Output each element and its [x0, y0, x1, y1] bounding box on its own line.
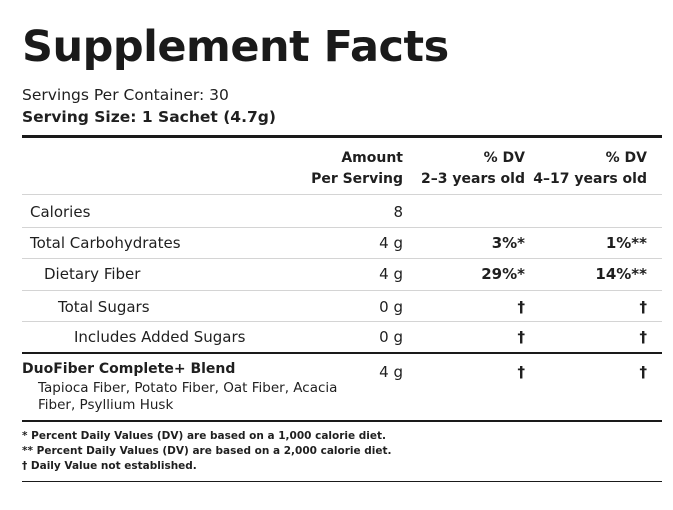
row-divider	[22, 258, 662, 259]
nutrient-amount: 4 g	[379, 265, 403, 283]
nutrient-amount: 0 g	[379, 328, 403, 346]
footnote-thick-rule	[22, 420, 662, 422]
bottom-rule	[22, 481, 662, 482]
supplement-facts-panel: Supplement Facts Servings Per Container:…	[22, 0, 662, 510]
nutrient-label: Total Carbohydrates	[30, 234, 181, 252]
dv-2-3-header: % DV 2–3 years old	[421, 150, 525, 187]
nutrient-dv-4-17: †	[639, 328, 648, 346]
nutrient-label: Total Sugars	[58, 298, 150, 316]
row-divider	[22, 227, 662, 228]
nutrient-dv-2-3: †	[517, 328, 526, 346]
amount-header: Amount Per Serving	[311, 150, 403, 187]
blend-ingredients: Tapioca Fiber, Potato Fiber, Oat Fiber, …	[38, 380, 338, 413]
nutrient-dv-2-3: †	[517, 298, 526, 316]
nutrient-amount: 0 g	[379, 298, 403, 316]
blend-dv-2-3: †	[517, 363, 526, 381]
panel-title: Supplement Facts	[22, 22, 449, 72]
nutrient-dv-2-3: 29%*	[481, 265, 525, 283]
serving-size: Serving Size: 1 Sachet (4.7g)	[22, 108, 276, 126]
blend-name: DuoFiber Complete+ Blend	[22, 361, 236, 377]
row-divider	[22, 290, 662, 291]
nutrient-label: Includes Added Sugars	[74, 328, 246, 346]
nutrient-amount: 8	[393, 203, 403, 221]
blend-thick-rule	[22, 352, 662, 354]
footnote-single-asterisk: * Percent Daily Values (DV) are based on…	[22, 430, 387, 442]
nutrient-dv-4-17: 1%**	[605, 234, 647, 252]
dv-4-17-header: % DV 4–17 years old	[533, 150, 647, 187]
top-thick-rule	[22, 135, 662, 138]
nutrient-dv-4-17: †	[639, 298, 648, 316]
row-divider	[22, 321, 662, 322]
header-divider	[22, 194, 662, 195]
footnote-double-asterisk: ** Percent Daily Values (DV) are based o…	[22, 445, 392, 457]
blend-amount: 4 g	[379, 363, 403, 381]
nutrient-amount: 4 g	[379, 234, 403, 252]
nutrient-dv-4-17: 14%**	[595, 265, 647, 283]
nutrient-label: Calories	[30, 203, 91, 221]
nutrient-label: Dietary Fiber	[44, 265, 141, 283]
footnote-dagger: † Daily Value not established.	[22, 460, 197, 472]
servings-per-container: Servings Per Container: 30	[22, 86, 229, 104]
blend-dv-4-17: †	[639, 363, 648, 381]
nutrient-dv-2-3: 3%*	[491, 234, 525, 252]
